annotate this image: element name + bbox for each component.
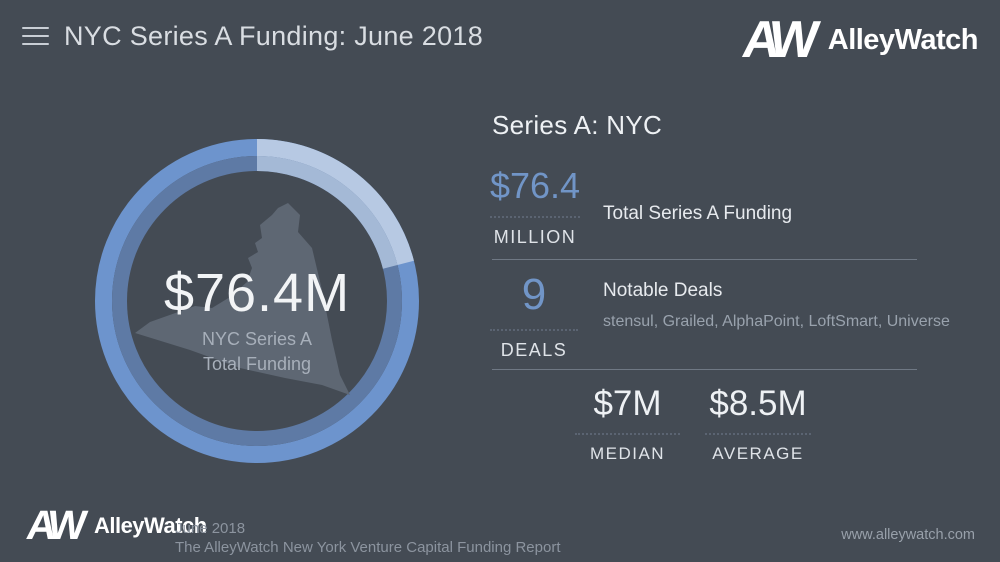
new-york-state-silhouette-icon (135, 203, 350, 395)
notable-deals-title: Notable Deals (603, 280, 723, 301)
alleywatch-footer-logo: AW AlleyWatch (23, 502, 207, 548)
alleywatch-footer-logo-text: AlleyWatch (93, 512, 207, 538)
donut-center-value: $76.4M (163, 263, 351, 323)
donut-center-label-line1: NYC Series A (201, 329, 313, 349)
stat-average-value: $8.5M (709, 384, 807, 423)
alleywatch-monogram-icon: AW (739, 11, 815, 69)
stat-median-label: MEDIAN (589, 444, 666, 463)
stat-deals-unit: DEALS (500, 340, 568, 360)
row-divider (492, 369, 917, 370)
dotted-divider (490, 216, 580, 218)
stat-deals: 9 DEALS (490, 270, 578, 361)
dotted-divider (705, 433, 811, 435)
footer-website: www.alleywatch.com (841, 527, 975, 543)
alleywatch-logo: AW AlleyWatch (739, 11, 979, 69)
stat-total-funding: $76.4 MILLION (490, 165, 580, 248)
stat-median: $7M MEDIAN (575, 384, 680, 464)
stat-average: $8.5M AVERAGE (705, 384, 811, 464)
stat-average-label: AVERAGE (712, 444, 804, 463)
stat-median-value: $7M (593, 384, 662, 423)
stat-total-funding-unit: MILLION (493, 227, 577, 247)
footer-date: June 2018 (175, 520, 246, 537)
alleywatch-logo-text: AlleyWatch (827, 23, 979, 56)
alleywatch-monogram-icon: AW (23, 502, 84, 548)
donut-center-label-line2: Total Funding (202, 354, 312, 374)
donut-chart (95, 139, 419, 463)
notable-deals-list: stensul, Grailed, AlphaPoint, LoftSmart,… (603, 313, 950, 330)
dotted-divider (490, 329, 578, 331)
donut-center-label: NYC Series A Total Funding (97, 327, 417, 377)
footer-report-title: The AlleyWatch New York Venture Capital … (175, 539, 561, 556)
stat-total-funding-desc: Total Series A Funding (603, 203, 793, 224)
page-title: NYC Series A Funding: June 2018 (64, 21, 484, 51)
stat-total-funding-value: $76.4 (489, 165, 581, 206)
panel-heading: Series A: NYC (492, 110, 663, 140)
stat-deals-value: 9 (521, 270, 547, 319)
row-divider (492, 259, 917, 260)
menu-hamburger-icon[interactable] (22, 27, 49, 47)
dotted-divider (575, 433, 680, 435)
